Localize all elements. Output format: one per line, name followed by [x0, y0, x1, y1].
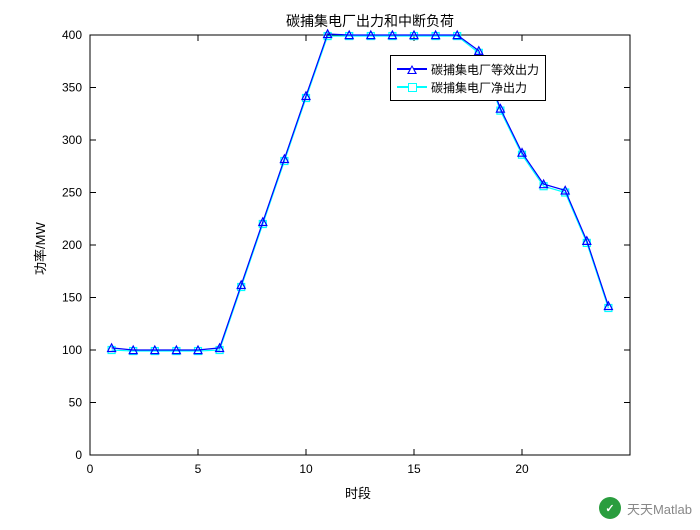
svg-text:400: 400	[62, 28, 82, 42]
svg-text:15: 15	[407, 462, 421, 476]
svg-text:250: 250	[62, 186, 82, 200]
svg-text:10: 10	[299, 462, 313, 476]
svg-text:0: 0	[87, 462, 94, 476]
square-marker-icon	[408, 83, 417, 92]
chart-svg: 05101520050100150200250300350400	[0, 0, 700, 525]
legend-item: 碳捕集电厂等效出力	[397, 60, 539, 78]
legend: 碳捕集电厂等效出力碳捕集电厂净出力	[390, 55, 546, 101]
svg-text:50: 50	[69, 396, 83, 410]
y-axis-label: 功率/MW	[30, 222, 49, 275]
triangle-marker-icon	[407, 65, 417, 74]
chart-container: 05101520050100150200250300350400 碳捕集电厂出力…	[0, 0, 700, 525]
watermark-text: 天天Matlab	[627, 499, 692, 518]
svg-text:5: 5	[195, 462, 202, 476]
svg-text:0: 0	[75, 448, 82, 462]
svg-text:20: 20	[515, 462, 529, 476]
svg-text:350: 350	[62, 81, 82, 95]
svg-text:100: 100	[62, 343, 82, 357]
legend-label: 碳捕集电厂等效出力	[431, 61, 539, 78]
x-axis-label: 时段	[345, 483, 371, 502]
chart-title: 碳捕集电厂出力和中断负荷	[270, 11, 470, 31]
wechat-icon: ✓	[599, 497, 621, 519]
legend-label: 碳捕集电厂净出力	[431, 79, 527, 96]
legend-item: 碳捕集电厂净出力	[397, 78, 539, 96]
svg-text:200: 200	[62, 238, 82, 252]
watermark: ✓ 天天Matlab	[599, 497, 692, 519]
svg-text:150: 150	[62, 291, 82, 305]
svg-text:300: 300	[62, 133, 82, 147]
